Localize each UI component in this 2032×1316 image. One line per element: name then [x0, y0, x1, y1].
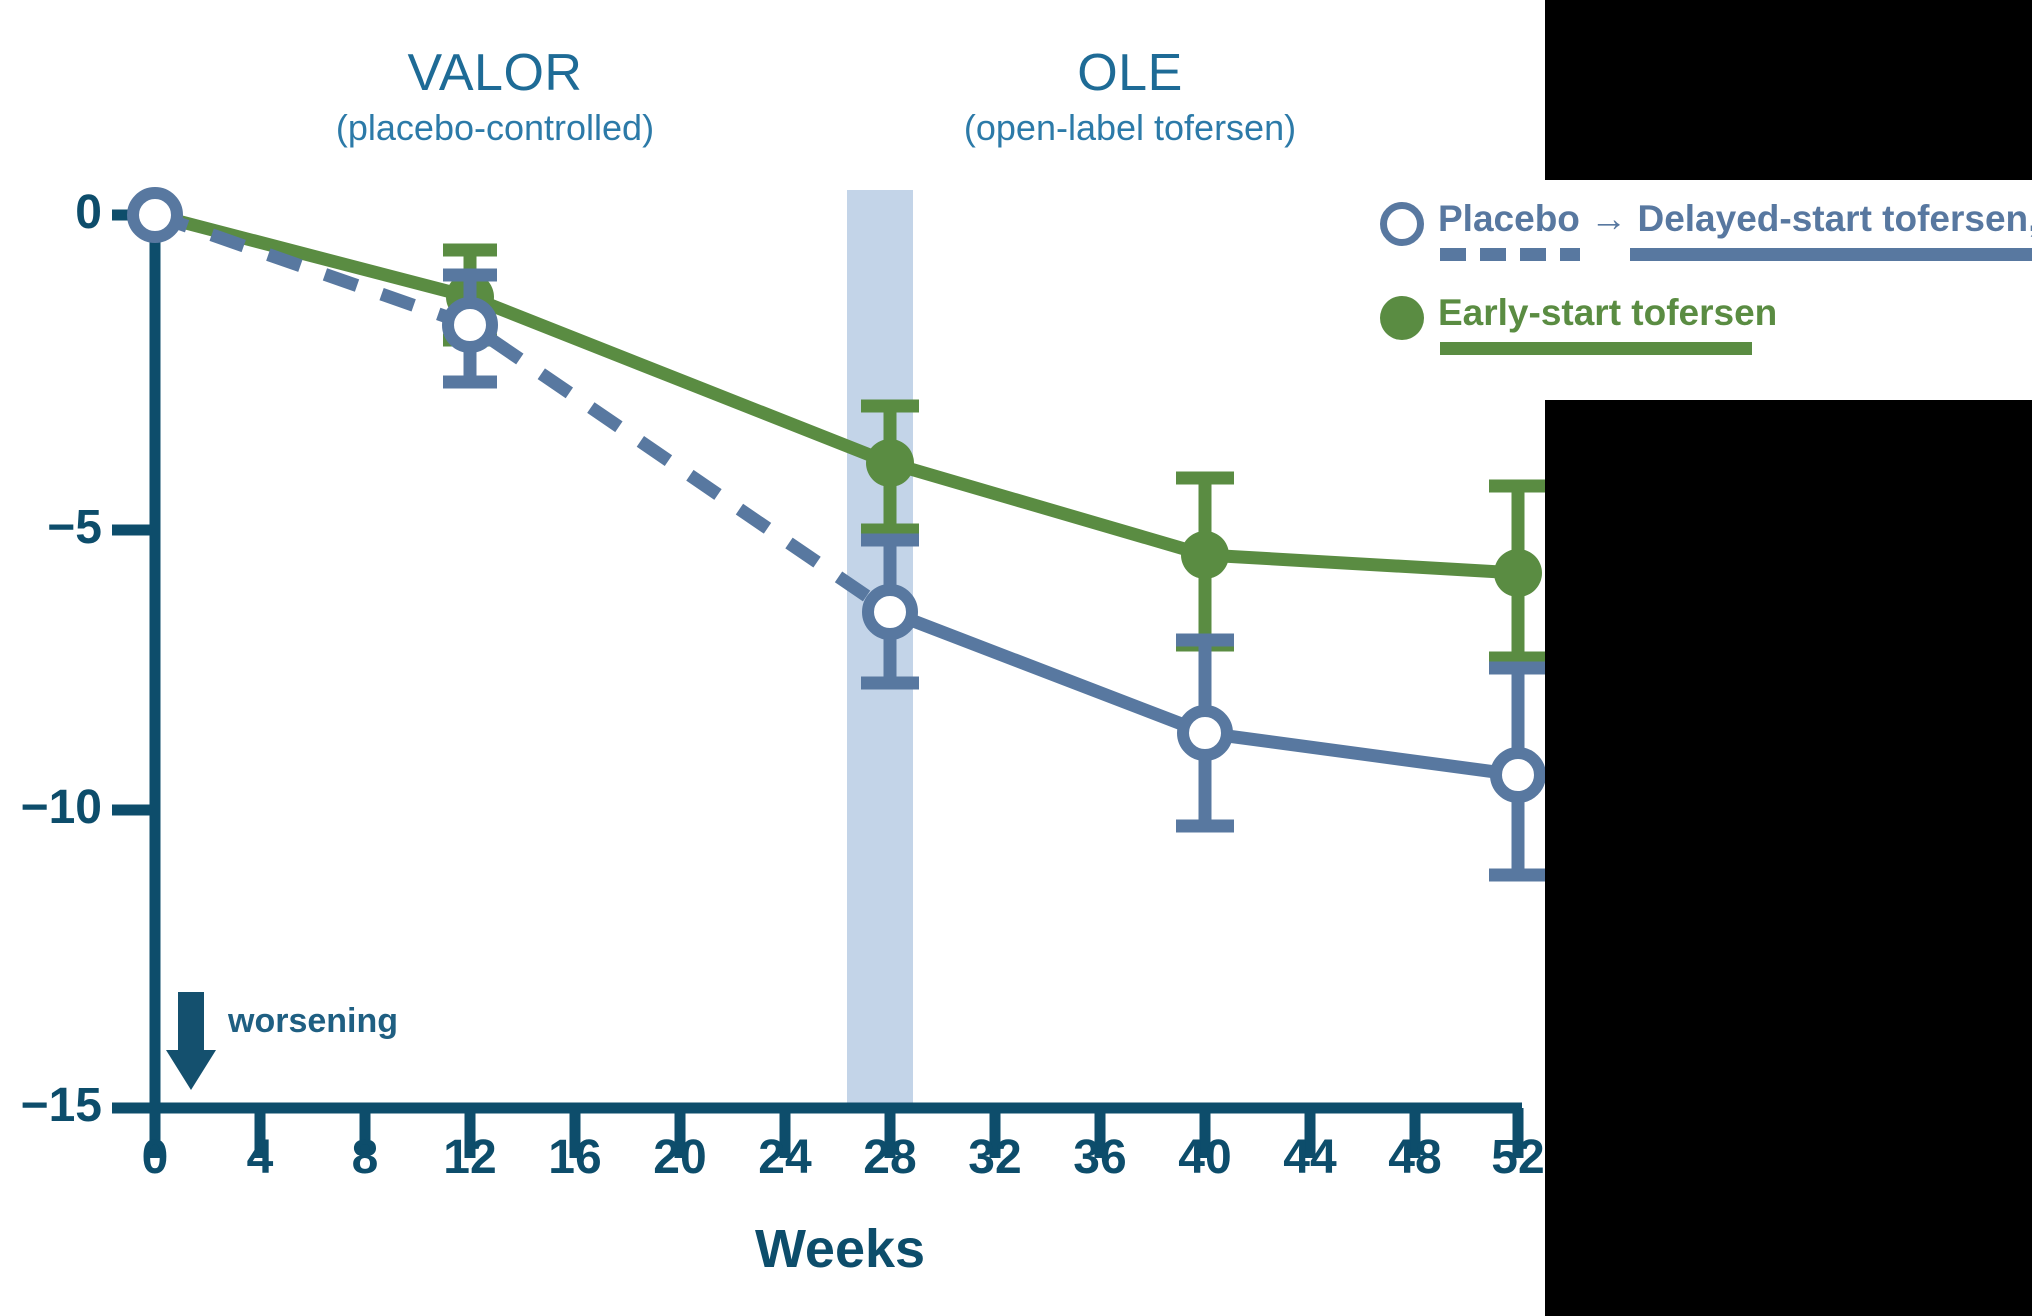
- transition-band: [847, 190, 913, 1108]
- x-tick-label-20: 20: [653, 1131, 707, 1184]
- panel-subtitle-valor: (placebo-controlled): [335, 107, 655, 148]
- x-tick-label-0: 0: [141, 1131, 169, 1184]
- legend-solid-green-line-swatch: [1440, 342, 1752, 355]
- legend-label-early-start: Early-start tofersen: [1438, 292, 1778, 333]
- legend-label-placebo: Placebo → Delayed-start tofersen,: [1438, 198, 2032, 239]
- open-circle-marker-icon: [1380, 202, 1424, 246]
- x-tick-label-28: 28: [863, 1131, 917, 1184]
- right-arrow-icon: →: [1590, 198, 1628, 239]
- line-chart: [112, 187, 1545, 1158]
- y-tick-label-m15: −15: [20, 1079, 102, 1132]
- worsening-label: worsening: [228, 1002, 399, 1040]
- series-points-placebo-delayed: [127, 187, 1545, 803]
- x-tick-label-12: 12: [443, 1131, 497, 1184]
- x-tick-label-36: 36: [1073, 1131, 1127, 1184]
- y-tick-label-m10: −10: [20, 781, 102, 834]
- masked-region-bottom: [1545, 400, 2032, 1316]
- x-tick-label-48: 48: [1388, 1131, 1442, 1184]
- panel-heading-valor: VALOR (placebo-controlled): [230, 42, 760, 152]
- x-tick-label-40: 40: [1178, 1131, 1232, 1184]
- x-tick-label-52: 52: [1491, 1131, 1545, 1184]
- y-tick-label-m5: −5: [47, 501, 102, 554]
- x-tick-label-8: 8: [351, 1131, 379, 1184]
- legend-solid-blue-line-swatch: [1630, 248, 2032, 261]
- x-tick-label-16: 16: [548, 1131, 602, 1184]
- x-axis-ticks: [149, 1108, 1524, 1158]
- panel-title-valor: VALOR: [407, 44, 583, 102]
- masked-region-top: [1545, 0, 2032, 180]
- panel-heading-ole: OLE (open-label tofersen): [870, 42, 1390, 152]
- panel-subtitle-ole: (open-label tofersen): [963, 107, 1297, 148]
- filled-circle-marker-icon: [1380, 296, 1424, 340]
- legend-dashed-line-swatch: [1440, 248, 1580, 261]
- chart-legend: Placebo → Delayed-start tofersen, Early-…: [1352, 180, 2032, 400]
- x-axis-title: Weeks: [754, 1219, 926, 1279]
- x-tick-label-32: 32: [968, 1131, 1022, 1184]
- x-tick-label-44: 44: [1283, 1131, 1337, 1184]
- y-tick-label-0: 0: [75, 186, 102, 239]
- series-line-early-start: [153, 208, 1519, 580]
- x-tick-label-4: 4: [246, 1131, 274, 1184]
- panel-title-ole: OLE: [1077, 44, 1183, 102]
- x-tick-label-24: 24: [758, 1131, 812, 1184]
- down-arrow-icon: [166, 992, 216, 1090]
